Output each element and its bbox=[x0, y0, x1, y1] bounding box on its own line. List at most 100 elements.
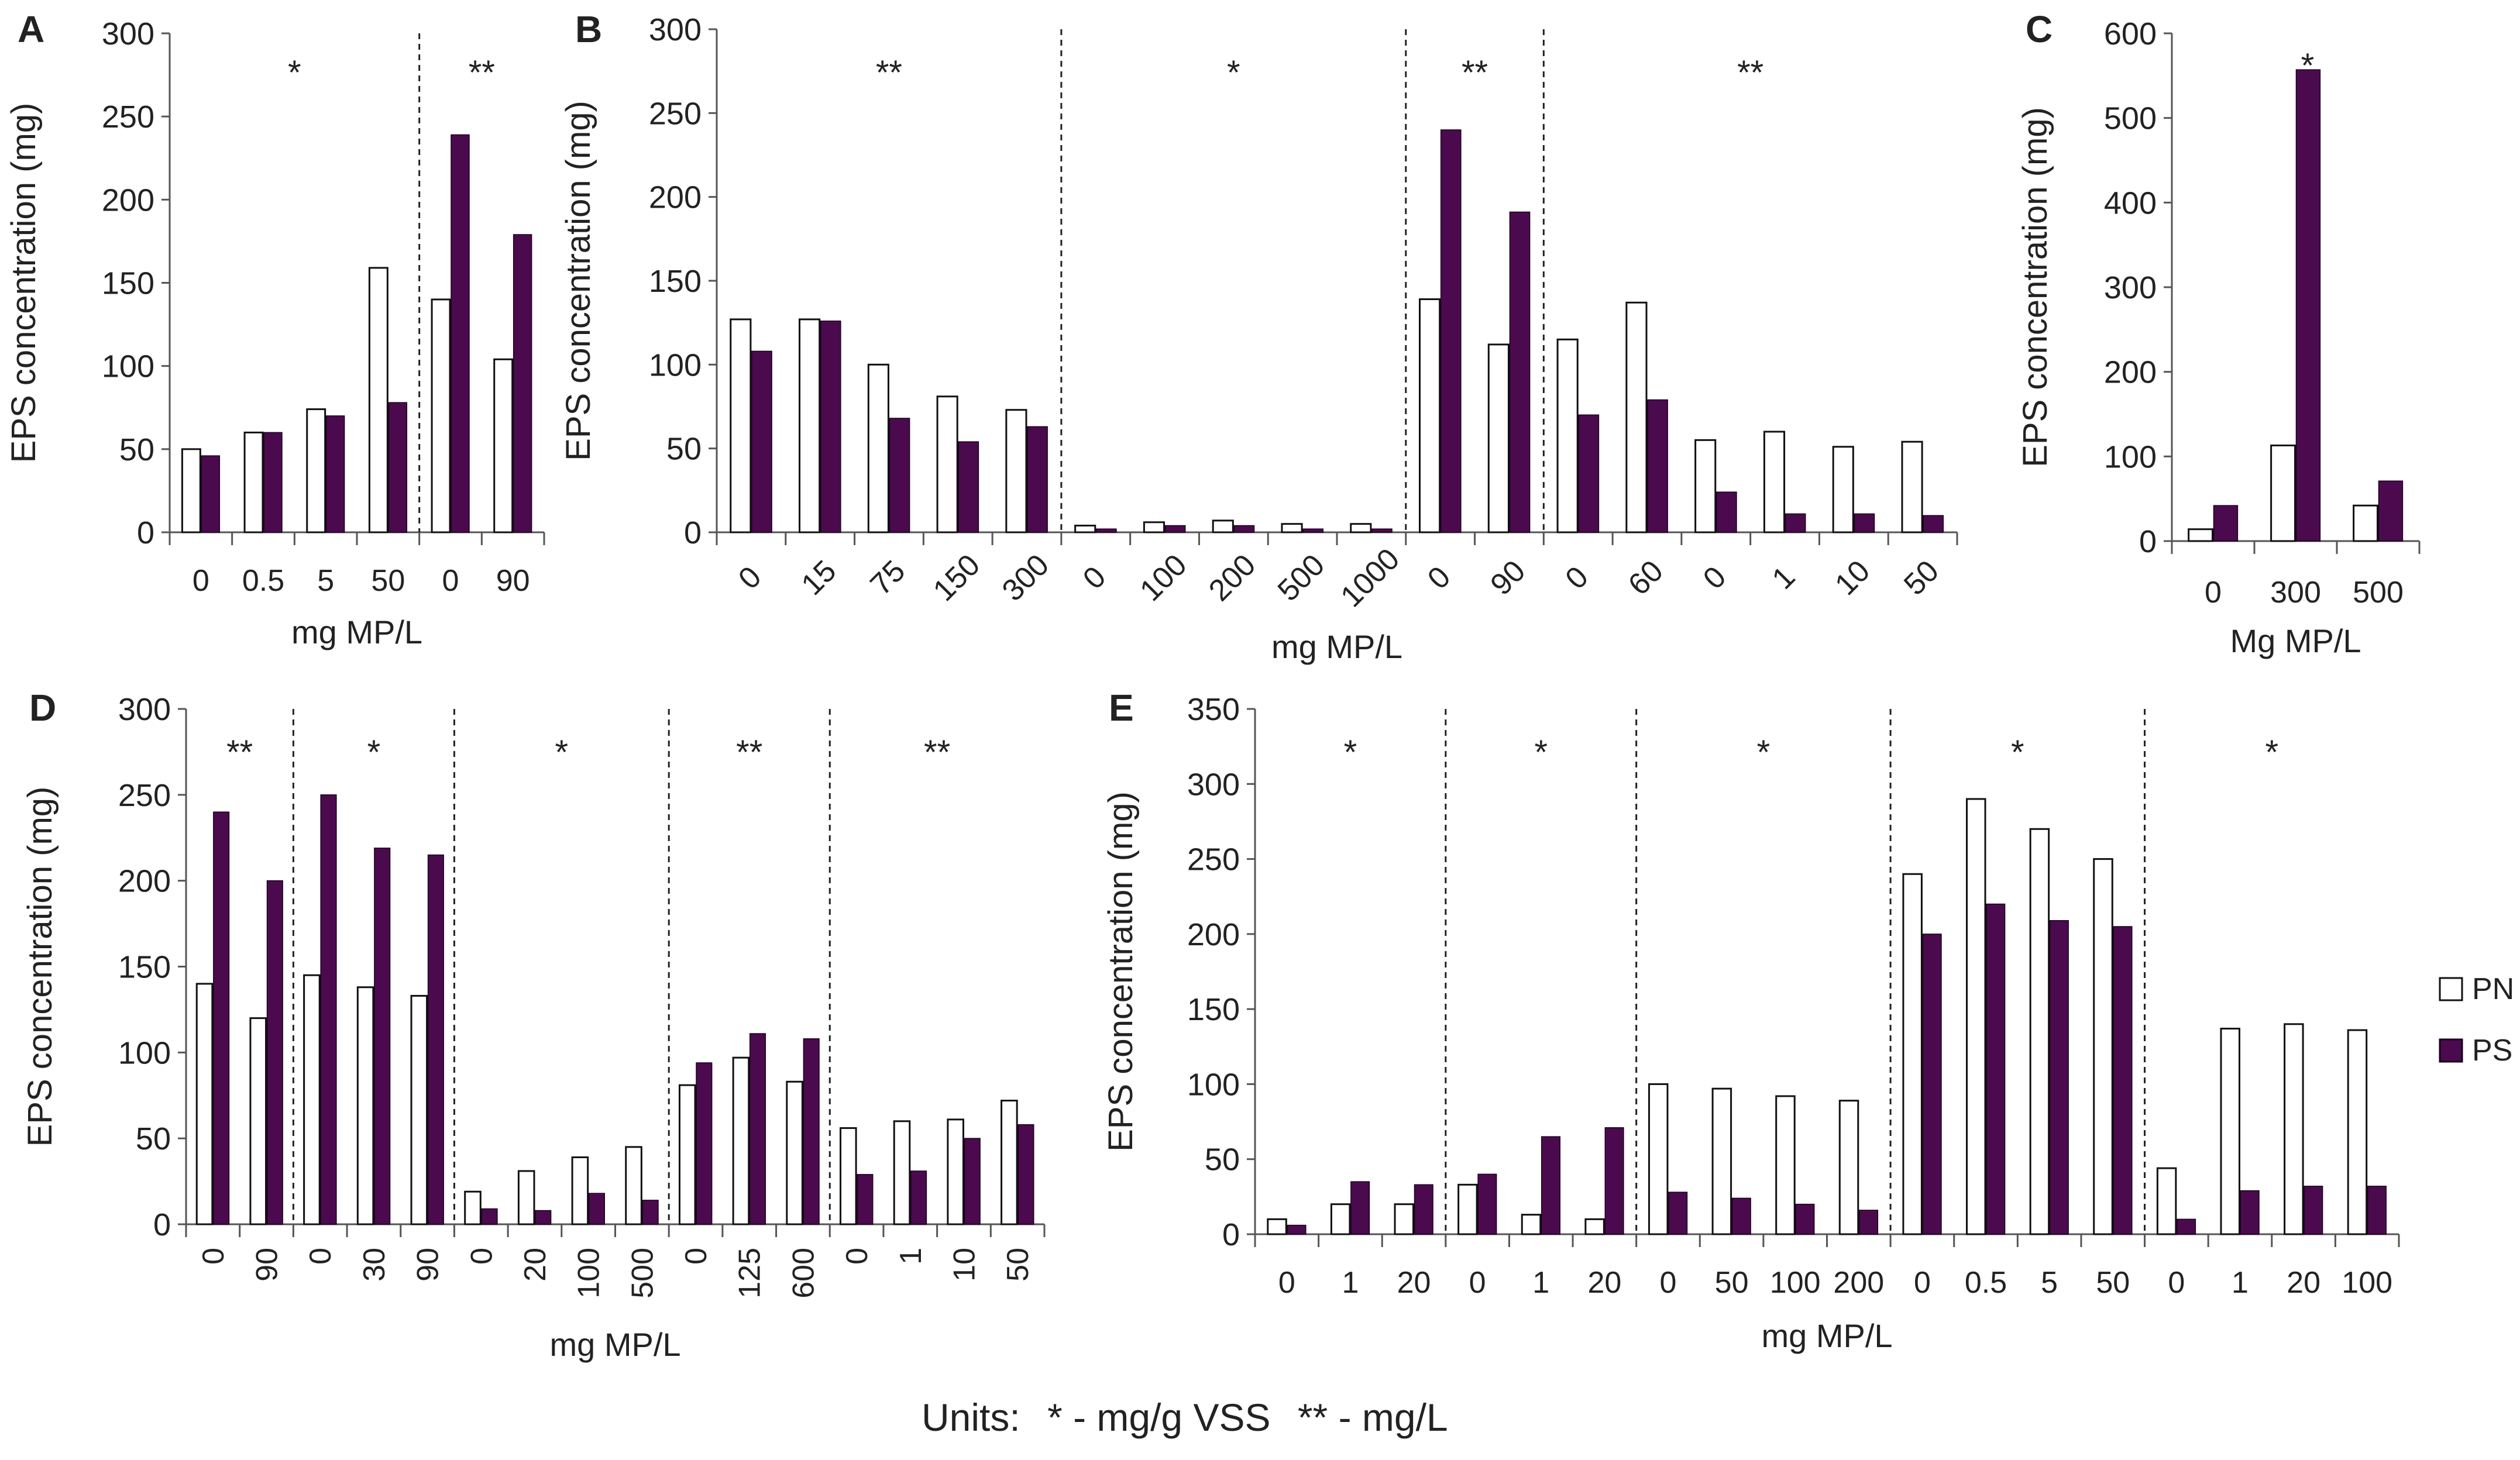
significance-marker: ** bbox=[226, 734, 253, 772]
bar-pn bbox=[2029, 828, 2050, 1235]
y-tick-label: 0 bbox=[2139, 524, 2157, 559]
bar-pn bbox=[249, 1017, 267, 1225]
y-tick-label: 350 bbox=[1187, 692, 1240, 727]
bar-pn bbox=[517, 1170, 535, 1225]
bar-pn bbox=[840, 1127, 857, 1225]
panel-letter: E bbox=[1109, 687, 1134, 729]
bar-pn bbox=[1457, 1183, 1478, 1235]
bar-pn bbox=[243, 431, 264, 533]
bar-ps bbox=[1795, 1203, 1815, 1235]
bar-pn bbox=[306, 408, 326, 533]
bar-pn bbox=[1711, 1087, 1732, 1235]
y-tick-label: 300 bbox=[118, 692, 171, 727]
bar-pn bbox=[625, 1146, 642, 1225]
y-axis-label: EPS concentration (mg) bbox=[21, 787, 59, 1147]
panel-letter: B bbox=[575, 8, 602, 50]
x-tick-label: 0 bbox=[2168, 1266, 2185, 1300]
x-tick-label: 60 bbox=[1622, 554, 1670, 602]
y-tick-label: 50 bbox=[136, 1121, 171, 1156]
x-tick-label: 50 bbox=[371, 564, 405, 598]
bar-pn bbox=[1521, 1214, 1542, 1235]
significance-marker: ** bbox=[876, 54, 902, 92]
bar-ps bbox=[1287, 1224, 1307, 1235]
bar-ps bbox=[388, 402, 408, 533]
bar-pn bbox=[1330, 1203, 1351, 1235]
legend-label-ps: PS bbox=[2472, 1034, 2512, 1068]
x-tick-label: 20 bbox=[1587, 1266, 1621, 1300]
x-tick-label: 0.5 bbox=[242, 564, 284, 598]
legend-swatch-pn bbox=[2439, 977, 2463, 1001]
x-tick-label: 0 bbox=[1077, 560, 1112, 595]
bar-pn bbox=[786, 1080, 803, 1225]
y-tick-label: 50 bbox=[119, 432, 154, 467]
x-tick-label: 200 bbox=[1833, 1266, 1884, 1300]
x-tick-label: 20 bbox=[518, 1248, 552, 1282]
y-axis-label: EPS concentration (mg) bbox=[559, 101, 597, 461]
bar-ps bbox=[1414, 1184, 1433, 1235]
bar-pn bbox=[1648, 1083, 1669, 1235]
y-axis-label: EPS concentration (mg) bbox=[5, 103, 43, 463]
bar-pn bbox=[1763, 431, 1786, 533]
bar-ps bbox=[1027, 426, 1048, 533]
bar-ps bbox=[481, 1208, 498, 1225]
y-tick-label: 200 bbox=[649, 180, 702, 215]
bar-ps bbox=[2177, 1218, 2196, 1235]
x-tick-label: 300 bbox=[2270, 576, 2321, 610]
x-tick-label: 0 bbox=[442, 564, 459, 598]
bar-pn bbox=[799, 318, 821, 533]
x-tick-label: 20 bbox=[1397, 1266, 1431, 1300]
y-tick-label: 200 bbox=[102, 182, 154, 218]
bar-pn bbox=[1556, 338, 1579, 533]
bar-ps bbox=[910, 1170, 927, 1225]
x-tick-label: 75 bbox=[864, 554, 912, 602]
x-axis-label: Mg MP/L bbox=[2230, 622, 2361, 659]
bar-ps bbox=[513, 234, 532, 533]
bar-pn bbox=[947, 1118, 964, 1225]
significance-marker: ** bbox=[924, 734, 950, 772]
bar-ps bbox=[1096, 528, 1117, 533]
bar-pn bbox=[936, 395, 958, 533]
bar-pn bbox=[1625, 301, 1648, 533]
x-tick-label: 20 bbox=[2287, 1266, 2320, 1300]
y-tick-label: 150 bbox=[1187, 992, 1240, 1027]
y-tick-label: 0 bbox=[137, 515, 154, 550]
y-axis-label: EPS concentration (mg) bbox=[2016, 107, 2054, 467]
bar-pn bbox=[2284, 1023, 2304, 1235]
y-tick-label: 500 bbox=[2104, 101, 2157, 136]
bar-pn bbox=[2156, 1167, 2177, 1235]
bar-ps bbox=[1017, 1124, 1034, 1225]
bar-pn bbox=[1487, 343, 1510, 533]
x-tick-label: 50 bbox=[1897, 554, 1945, 602]
y-tick-label: 200 bbox=[2104, 355, 2157, 390]
bar-pn bbox=[730, 318, 752, 533]
y-tick-label: 250 bbox=[1187, 842, 1240, 877]
x-tick-label: 0 bbox=[1278, 1266, 1295, 1300]
x-tick-label: 30 bbox=[357, 1248, 391, 1282]
significance-marker: * bbox=[2011, 734, 2024, 772]
y-tick-label: 400 bbox=[2104, 185, 2157, 221]
x-tick-label: 50 bbox=[1715, 1266, 1749, 1300]
y-tick-label: 150 bbox=[102, 266, 154, 301]
bar-ps bbox=[213, 811, 230, 1225]
bar-pn bbox=[1694, 439, 1717, 533]
y-tick-label: 50 bbox=[666, 432, 702, 467]
bar-pn bbox=[2188, 528, 2214, 542]
bar-ps bbox=[889, 418, 910, 533]
x-axis-label: mg MP/L bbox=[291, 614, 422, 650]
x-tick-label: 1 bbox=[1342, 1266, 1359, 1300]
bar-ps bbox=[1578, 414, 1600, 533]
x-tick-label: 125 bbox=[733, 1248, 767, 1299]
y-tick-label: 200 bbox=[1187, 917, 1240, 952]
bar-pn bbox=[1966, 798, 1986, 1235]
bar-ps bbox=[1604, 1127, 1624, 1235]
x-tick-label: 0 bbox=[192, 564, 209, 598]
bar-ps bbox=[1302, 528, 1324, 533]
y-tick-label: 200 bbox=[118, 864, 171, 899]
bar-ps bbox=[2113, 926, 2133, 1235]
significance-marker: * bbox=[1757, 734, 1770, 772]
x-tick-label: 90 bbox=[250, 1248, 284, 1282]
x-tick-label: 0 bbox=[197, 1248, 231, 1265]
y-axis-label: EPS concentration (mg) bbox=[1102, 791, 1140, 1152]
bar-ps bbox=[535, 1210, 552, 1225]
